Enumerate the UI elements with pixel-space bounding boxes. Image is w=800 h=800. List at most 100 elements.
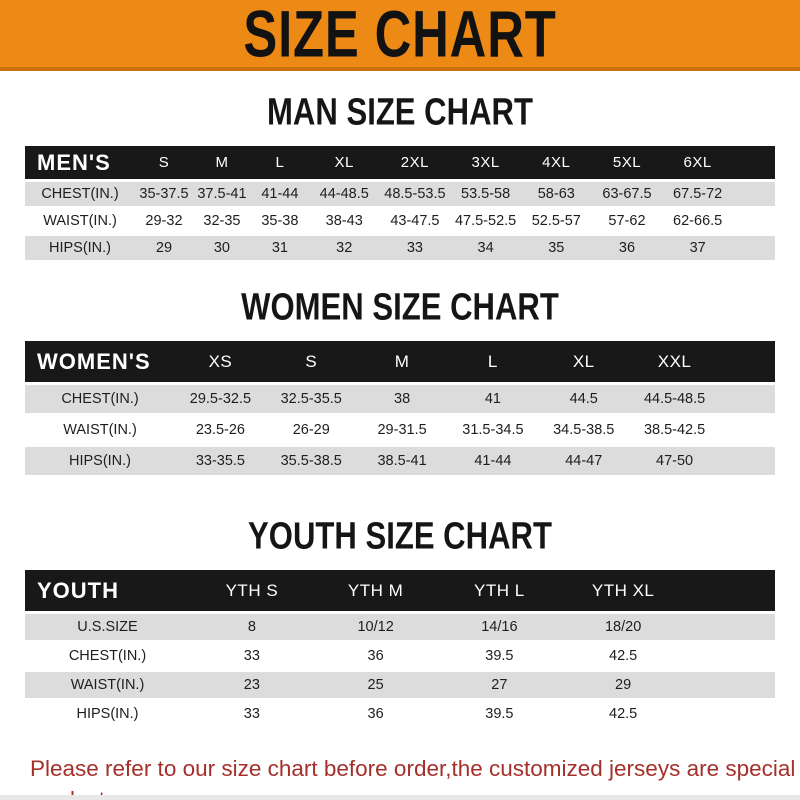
row-label: CHEST(IN.) bbox=[61, 391, 139, 407]
table-cell: 23 bbox=[243, 677, 260, 693]
row-label: U.S.SIZE bbox=[77, 619, 138, 635]
table-cell: 33 bbox=[243, 648, 260, 664]
table-cell: 41 bbox=[484, 391, 501, 407]
table-cell: 27 bbox=[491, 677, 508, 693]
column-header: M bbox=[215, 154, 229, 171]
column-header: 3XL bbox=[471, 154, 500, 171]
table-cell: 8 bbox=[247, 619, 256, 635]
table-cell: 47.5-52.5 bbox=[454, 213, 517, 229]
column-header: YTH XL bbox=[591, 580, 655, 600]
banner: SIZE CHART bbox=[0, 0, 800, 71]
row-label: HIPS(IN.) bbox=[48, 240, 112, 256]
row-label: CHEST(IN.) bbox=[41, 186, 119, 202]
column-header: 2XL bbox=[400, 154, 429, 171]
table-cell: 29.5-32.5 bbox=[189, 391, 252, 407]
column-header: XL bbox=[334, 154, 354, 171]
table-header-label: YOUTH bbox=[37, 577, 119, 603]
men-section-heading: MAN SIZE CHART bbox=[267, 90, 533, 133]
table-cell: 34 bbox=[477, 240, 494, 256]
table-cell: 41-44 bbox=[261, 186, 299, 202]
table-cell: 57-62 bbox=[608, 213, 646, 229]
table-cell: 32-35 bbox=[203, 213, 241, 229]
table-row: CHEST(IN.) 33 36 39.5 42.5 bbox=[25, 643, 775, 669]
column-header: XXL bbox=[657, 351, 692, 371]
table-cell: 48.5-53.5 bbox=[384, 186, 446, 202]
table-header-row: YOUTH YTH S YTH M YTH L YTH XL bbox=[25, 570, 775, 611]
column-header: 6XL bbox=[683, 154, 712, 171]
table-cell: 23.5-26 bbox=[195, 422, 245, 438]
table-cell: 39.5 bbox=[485, 706, 514, 722]
bottom-edge-strip bbox=[0, 795, 800, 800]
column-header: YTH M bbox=[347, 580, 404, 600]
table-cell: 29-32 bbox=[145, 213, 183, 229]
row-label: WAIST(IN.) bbox=[70, 677, 145, 693]
column-header: 5XL bbox=[612, 154, 642, 171]
column-header: L bbox=[487, 351, 498, 371]
table-cell: 53.5-58 bbox=[461, 186, 511, 202]
column-header: YTH S bbox=[225, 580, 279, 600]
table-cell: 29-31.5 bbox=[377, 422, 427, 438]
row-label: HIPS(IN.) bbox=[76, 706, 139, 722]
table-cell: 33 bbox=[243, 706, 260, 722]
table-row: HIPS(IN.) 33-35.5 35.5-38.5 38.5-41 41-44 44-… bbox=[25, 447, 775, 475]
table-cell: 36 bbox=[367, 706, 384, 722]
table-header-row: MEN'S S M L XL 2XL 3XL 4XL 5XL 6XL bbox=[25, 146, 775, 179]
table-cell: 10/12 bbox=[357, 619, 394, 635]
table-cell: 32 bbox=[336, 240, 353, 256]
table-cell: 63-67.5 bbox=[602, 186, 652, 202]
table-row: HIPS(IN.) 33 36 39.5 42.5 bbox=[25, 701, 775, 727]
table-cell: 44-47 bbox=[565, 453, 603, 469]
table-cell: 35.5-38.5 bbox=[280, 453, 342, 469]
column-header: S bbox=[305, 351, 318, 371]
table-row: WAIST(IN.) 23.5-26 26-29 29-31.5 31.5-34.5 34… bbox=[25, 416, 775, 444]
table-cell: 36 bbox=[618, 240, 636, 256]
footer-disclaimer: Please refer to our size chart before or… bbox=[30, 753, 800, 800]
table-cell: 35-37.5 bbox=[139, 186, 189, 202]
column-header: S bbox=[158, 154, 170, 171]
youth-section-heading: YOUTH SIZE CHART bbox=[248, 514, 552, 557]
table-row: CHEST(IN.) 35-37.5 37.5-41 41-44 44-48.5 48.5… bbox=[25, 182, 775, 206]
table-cell: 31.5-34.5 bbox=[462, 422, 524, 438]
column-header: YTH L bbox=[474, 580, 525, 600]
table-cell: 38-43 bbox=[325, 213, 363, 229]
table-cell: 38.5-41 bbox=[377, 453, 427, 469]
womens-size-table: WOMEN'S XS S M L XL XXL CHEST(IN.) 29.5-32.5 32.5… bbox=[25, 341, 775, 475]
table-cell: 42.5 bbox=[609, 648, 638, 664]
row-label: WAIST(IN.) bbox=[63, 422, 137, 438]
table-cell: 25 bbox=[367, 677, 384, 693]
table-cell: 44.5-48.5 bbox=[643, 391, 706, 407]
table-cell: 32.5-35.5 bbox=[280, 391, 342, 407]
table-cell: 31 bbox=[271, 240, 288, 256]
table-cell: 39.5 bbox=[485, 648, 514, 664]
table-cell: 38.5-42.5 bbox=[643, 422, 706, 438]
table-cell: 47-50 bbox=[656, 453, 694, 469]
table-cell: 44.5 bbox=[569, 391, 598, 407]
table-cell: 29 bbox=[155, 240, 173, 256]
table-row: CHEST(IN.) 29.5-32.5 32.5-35.5 38 41 44.5 44.5… bbox=[25, 385, 775, 413]
table-header-row: WOMEN'S XS S M L XL XXL bbox=[25, 341, 775, 382]
column-header: L bbox=[275, 154, 285, 171]
table-cell: 26-29 bbox=[292, 422, 330, 438]
table-cell: 41-44 bbox=[474, 453, 512, 469]
youth-size-table: YOUTH YTH S YTH M YTH L YTH XL U.S.SIZE 8 10/12… bbox=[25, 570, 775, 727]
column-header: M bbox=[394, 351, 410, 371]
table-row: HIPS(IN.) 29 30 31 32 33 34 35 36 37 bbox=[25, 236, 775, 260]
column-header: XL bbox=[572, 351, 595, 371]
table-row: WAIST(IN.) 23 25 27 29 bbox=[25, 672, 775, 698]
row-label: HIPS(IN.) bbox=[68, 453, 132, 469]
table-header-label: WOMEN'S bbox=[37, 348, 151, 374]
banner-title: SIZE CHART bbox=[243, 0, 557, 71]
table-cell: 14/16 bbox=[481, 619, 518, 635]
table-header-label: MEN'S bbox=[37, 149, 111, 175]
table-cell: 42.5 bbox=[609, 706, 638, 722]
table-cell: 33 bbox=[406, 240, 423, 256]
table-cell: 37 bbox=[689, 240, 706, 256]
table-cell: 36 bbox=[367, 648, 384, 664]
row-label: WAIST(IN.) bbox=[43, 213, 117, 229]
table-cell: 35 bbox=[548, 240, 565, 256]
table-cell: 62-66.5 bbox=[673, 213, 723, 229]
table-cell: 29 bbox=[615, 677, 632, 693]
table-cell: 33-35.5 bbox=[195, 453, 245, 469]
table-cell: 43-47.5 bbox=[390, 213, 440, 229]
